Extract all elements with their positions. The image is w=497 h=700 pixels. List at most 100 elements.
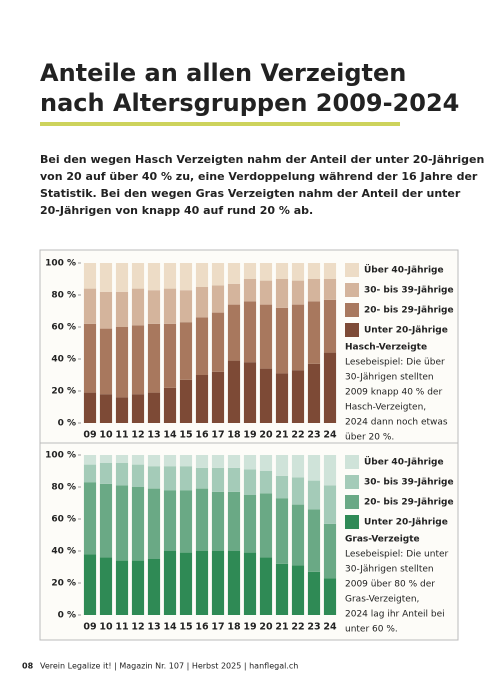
- y-tick-label: 80 %: [51, 483, 76, 493]
- bar-segment: [291, 565, 305, 615]
- x-tick-label: 20: [259, 622, 273, 633]
- bar-segment: [211, 455, 225, 468]
- x-tick-label: 16: [195, 430, 209, 441]
- bar-segment: [115, 560, 129, 615]
- bar-segment: [163, 455, 177, 467]
- legend-label: 20- bis 29-Jährige: [364, 306, 454, 316]
- legend-swatch: [345, 263, 359, 277]
- x-tick-label: 09: [83, 430, 96, 441]
- bar-segment: [211, 285, 225, 313]
- bar-segment: [163, 323, 177, 388]
- bar-segment: [83, 464, 97, 483]
- bar-segment: [179, 455, 193, 467]
- bar-segment: [227, 283, 241, 305]
- bar-segment: [291, 504, 305, 566]
- bar-segment: [115, 485, 129, 561]
- bar-segment: [163, 490, 177, 551]
- y-tick-label: 60 %: [51, 323, 76, 333]
- legend-label: Über 40-Jährige: [364, 265, 444, 276]
- bar-segment: [147, 323, 161, 393]
- y-tick-label: 100 %: [45, 259, 76, 269]
- bar-segment: [147, 263, 161, 291]
- bar-segment: [131, 455, 145, 465]
- bar-segment: [323, 279, 337, 300]
- legend-swatch: [345, 455, 359, 469]
- y-tick-label: 80 %: [51, 291, 76, 301]
- bar-segment: [179, 290, 193, 323]
- annotation: 2024 dann noch etwas: [345, 418, 448, 428]
- bar-segment: [195, 455, 209, 468]
- annotation: 30-Jährigen stellten: [345, 373, 434, 383]
- bar-segment: [147, 466, 161, 489]
- bar-segment: [195, 263, 209, 287]
- bar-segment: [179, 263, 193, 291]
- bar-segment: [227, 455, 241, 468]
- annotation-title: Hasch-Verzeigte: [345, 343, 427, 353]
- bar-segment: [99, 483, 113, 558]
- bar-segment: [227, 263, 241, 284]
- bar-segment: [323, 263, 337, 279]
- bar-segment: [179, 379, 193, 423]
- bar-segment: [147, 392, 161, 423]
- legend-label: Unter 20-Jährige: [364, 518, 448, 528]
- bar-segment: [195, 488, 209, 551]
- x-tick-label: 21: [275, 430, 288, 441]
- bar-segment: [243, 301, 257, 363]
- bar-segment: [275, 563, 289, 615]
- bar-segment: [195, 375, 209, 423]
- y-tick-label: 40 %: [51, 547, 76, 557]
- bar-segment: [243, 263, 257, 279]
- bar-segment: [275, 279, 289, 308]
- bar-segment: [307, 455, 321, 481]
- bar-segment: [259, 493, 273, 558]
- bar-segment: [99, 291, 113, 329]
- annotation: Gras-Verzeigten,: [345, 595, 419, 605]
- annotation: 30-Jährigen stellten: [345, 565, 434, 575]
- bar-segment: [115, 327, 129, 398]
- bar-segment: [115, 463, 129, 486]
- bar-segment: [323, 578, 337, 615]
- bar-segment: [291, 455, 305, 478]
- bar-segment: [99, 328, 113, 395]
- intro: von 20 auf über 40 % zu, eine Verdoppelu…: [40, 170, 478, 183]
- x-tick-label: 19: [243, 430, 256, 441]
- bar-segment: [147, 290, 161, 324]
- x-tick-label: 23: [307, 430, 320, 441]
- bar-segment: [307, 363, 321, 423]
- bar-segment: [131, 394, 145, 423]
- x-tick-label: 21: [275, 622, 288, 633]
- bar-segment: [291, 263, 305, 281]
- x-tick-label: 15: [179, 622, 192, 633]
- x-tick-label: 22: [291, 430, 304, 441]
- intro: 20-Jährigen von knapp 40 auf rund 20 % a…: [40, 204, 313, 217]
- bar-segment: [83, 323, 97, 393]
- bar-segment: [259, 471, 273, 494]
- annotation: unter 60 %.: [345, 625, 398, 635]
- legend-label: Über 40-Jährige: [364, 457, 444, 468]
- x-tick-label: 14: [163, 430, 177, 441]
- annotation-title: Gras-Verzeigte: [345, 535, 420, 545]
- y-tick-label: 0 %: [58, 419, 76, 429]
- bar-segment: [147, 455, 161, 467]
- bar-segment: [259, 368, 273, 423]
- bar-segment: [163, 551, 177, 615]
- bar-segment: [243, 279, 257, 302]
- bar-segment: [291, 477, 305, 505]
- bar-segment: [83, 288, 97, 324]
- bar-segment: [211, 371, 225, 423]
- legend-swatch: [345, 283, 359, 297]
- x-tick-label: 12: [131, 430, 144, 441]
- bar-segment: [131, 464, 145, 487]
- bar-segment: [275, 373, 289, 423]
- bar-segment: [131, 325, 145, 395]
- x-tick-label: 13: [147, 622, 160, 633]
- legend-label: 30- bis 39-Jährige: [364, 478, 454, 488]
- bar-segment: [115, 397, 129, 423]
- annotation: Hasch-Verzeigten,: [345, 403, 426, 413]
- bar-segment: [99, 263, 113, 292]
- x-tick-label: 23: [307, 622, 320, 633]
- bar-segment: [83, 482, 97, 555]
- x-tick-label: 24: [323, 430, 337, 441]
- bar-segment: [307, 263, 321, 279]
- legend-swatch: [345, 303, 359, 317]
